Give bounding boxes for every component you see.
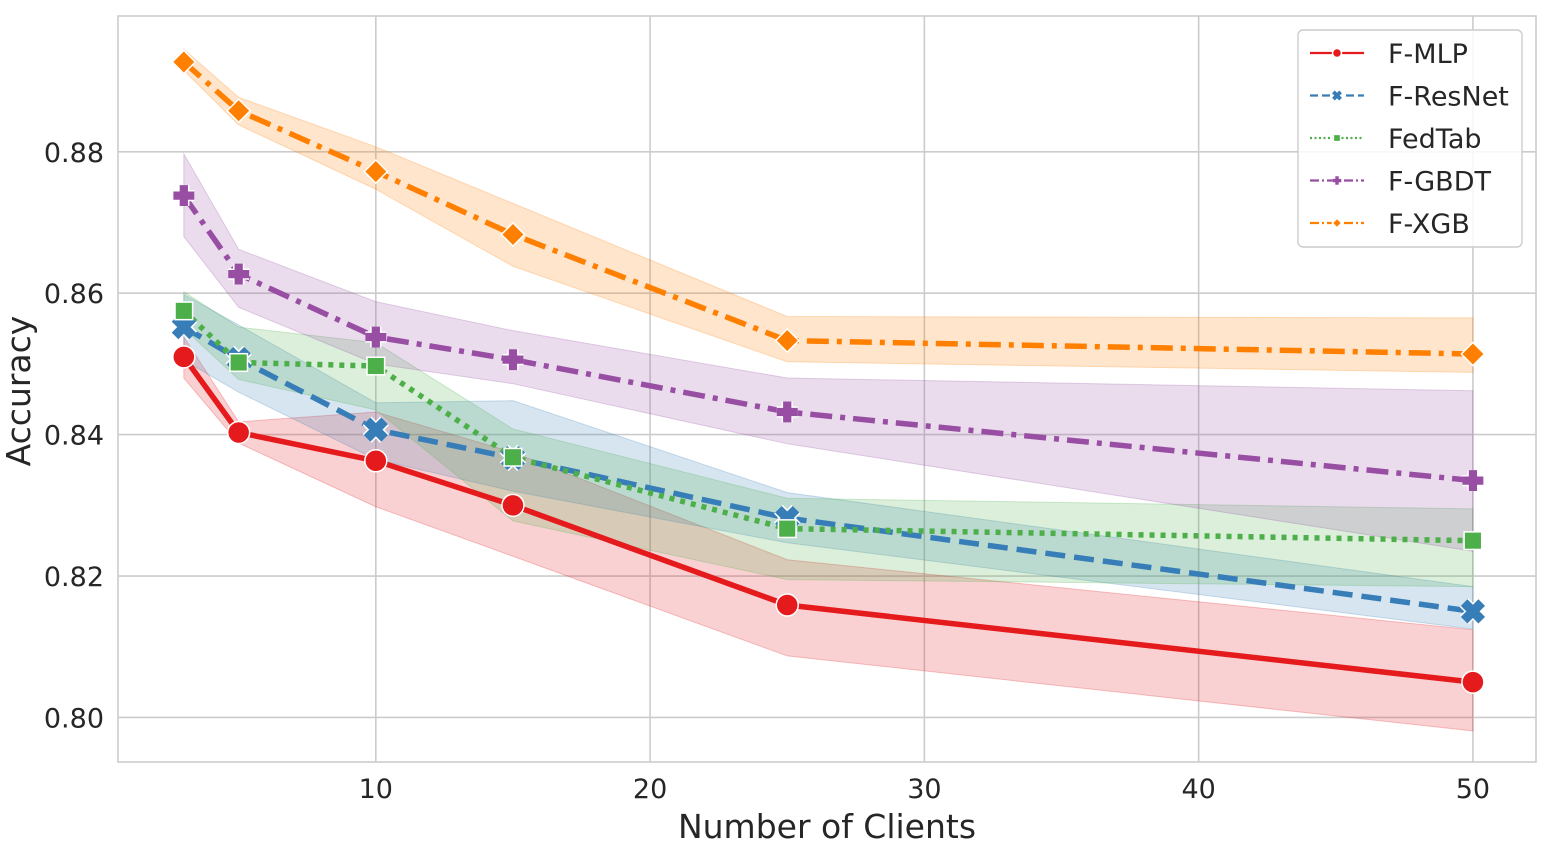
f-xgb-point — [363, 158, 389, 185]
legend-f-xgb-label: F-XGB — [1388, 209, 1470, 240]
f-gbdt-point — [1462, 470, 1484, 492]
f-xgb-point — [171, 49, 197, 75]
series-lines — [181, 59, 1474, 685]
x-tick-label: 50 — [1456, 774, 1490, 805]
f-mlp-point — [172, 345, 196, 369]
f-gbdt-point — [776, 401, 798, 423]
f-mlp-point — [775, 593, 799, 617]
f-xgb-point — [500, 221, 526, 248]
legend: F-MLP F-ResNet FedTab F-GBDT F-XGB — [1297, 29, 1523, 248]
f-resnet-point — [170, 313, 197, 341]
fedtab-point — [366, 356, 386, 376]
f-mlp-point — [501, 493, 525, 518]
f-gbdt-point — [365, 326, 387, 348]
f-resnet-point — [1459, 598, 1487, 625]
f-xgb-point — [226, 98, 252, 124]
y-axis-ticks: 0.80 0.82 0.84 0.86 0.88 — [44, 138, 104, 735]
series-markers — [170, 49, 1487, 694]
f-xgb-point — [774, 327, 800, 354]
legend-frame — [1297, 29, 1523, 248]
f-mlp-point — [226, 420, 251, 445]
fedtab-point — [1463, 531, 1483, 551]
f-xgb-point — [1460, 341, 1486, 367]
fedtab-line — [181, 308, 1473, 544]
x-tick-label: 10 — [359, 774, 393, 805]
fedtab-point — [174, 301, 194, 321]
legend-f-mlp-marker — [1331, 47, 1343, 59]
legend-f-resnet-marker — [1330, 89, 1344, 102]
legend-f-resnet-label: F-ResNet — [1388, 82, 1509, 113]
f-resnet-point — [362, 416, 389, 443]
y-tick-label: 0.82 — [44, 562, 104, 593]
y-tick-label: 0.88 — [44, 138, 104, 169]
y-tick-label: 0.86 — [44, 279, 104, 310]
plot-frame — [117, 15, 1537, 763]
legend-f-xgb-marker — [1331, 217, 1343, 229]
y-tick-label: 0.84 — [44, 421, 104, 452]
legend-f-gbdt-label: F-GBDT — [1388, 167, 1491, 198]
y-tick-label: 0.80 — [44, 703, 104, 734]
f-mlp-point — [1461, 670, 1485, 694]
y-axis-label: Accuracy — [0, 316, 38, 467]
fedtab-point — [777, 519, 797, 539]
f-gbdt-line — [181, 194, 1474, 484]
f-gbdt-point — [173, 185, 195, 207]
x-tick-label: 20 — [633, 774, 667, 805]
x-axis-ticks: 10 20 30 40 50 — [359, 774, 1490, 805]
fedtab-point — [229, 352, 249, 373]
legend-f-mlp-label: F-MLP — [1388, 39, 1468, 70]
f-mlp-point — [364, 449, 388, 473]
f-gbdt-confidence-band — [183, 152, 1474, 552]
x-tick-label: 30 — [907, 774, 941, 805]
f-gbdt-point — [228, 263, 250, 285]
legend-fedtab-marker — [1332, 133, 1342, 143]
legend-f-gbdt-marker — [1332, 176, 1342, 185]
f-xgb-line — [181, 59, 1473, 357]
f-mlp-line — [181, 355, 1474, 685]
f-xgb-confidence-band — [183, 48, 1474, 373]
x-axis-label: Number of Clients — [678, 807, 976, 846]
legend-fedtab-label: FedTab — [1388, 124, 1482, 155]
f-gbdt-point — [502, 349, 524, 371]
fedtab-point — [503, 447, 523, 467]
f-resnet-confidence-band — [183, 293, 1474, 630]
x-tick-label: 40 — [1181, 774, 1215, 805]
